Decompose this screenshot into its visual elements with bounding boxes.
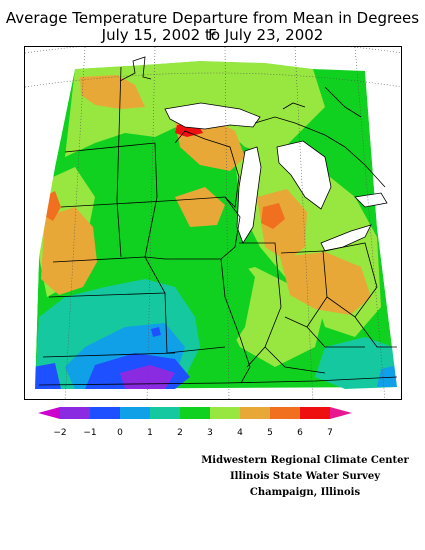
- dark-orange-spot-michigan: [261, 203, 285, 229]
- graticule: [25, 47, 401, 399]
- legend-swatch: [90, 407, 120, 419]
- legend-svg: −2 −1 0 1 2 3 4 5 6 7: [38, 407, 352, 438]
- teal-zone-east: [315, 337, 397, 389]
- outside-domain-east: [365, 71, 401, 397]
- green-core: [95, 137, 235, 257]
- outside-domain-south: [25, 391, 401, 399]
- light-blue-spot-east: [377, 365, 397, 387]
- lake-superior: [164, 102, 261, 130]
- outside-domain-west: [25, 69, 75, 399]
- legend-swatch: [240, 407, 270, 419]
- orange-central: [175, 187, 225, 227]
- legend-tick-label: 5: [267, 428, 273, 438]
- legend-arrow-right: [330, 407, 352, 419]
- map-date-range: July 15, 2002 to July 23, 2002: [101, 26, 324, 44]
- orange-north-dakota: [80, 75, 145, 109]
- legend-swatch: [300, 407, 330, 419]
- blue-spot-kansas: [151, 327, 161, 337]
- legend-tick-label: 2: [177, 428, 183, 438]
- map-canvas: [25, 47, 401, 399]
- outside-domain-north: [25, 47, 401, 73]
- legend-tick-label: 0: [117, 428, 123, 438]
- blue-spot-southwest: [33, 363, 61, 389]
- coastlines: [119, 56, 386, 188]
- legend-tick-label: 6: [297, 428, 303, 438]
- legend-tick-label: 1: [147, 428, 153, 438]
- legend-swatch: [180, 407, 210, 419]
- map-title: Average Temperature Departure from Mean …: [5, 9, 420, 44]
- legend-tick-label: 4: [237, 428, 243, 438]
- legend-swatch: [270, 407, 300, 419]
- legend-tick-label: 7: [327, 428, 333, 438]
- legend-tick-label: 3: [207, 428, 213, 438]
- state-boundaries: [38, 66, 398, 386]
- credit-location: Champaign, Illinois: [249, 487, 361, 498]
- temperature-departure-map: [24, 46, 402, 400]
- lake-huron: [276, 140, 332, 210]
- credit-survey: Illinois State Water Survey: [229, 471, 381, 482]
- legend-swatch: [210, 407, 240, 419]
- color-scale-legend: −2 −1 0 1 2 3 4 5 6 7: [38, 406, 388, 442]
- credit-center: Midwestern Regional Climate Center: [201, 455, 409, 466]
- lake-michigan: [236, 146, 262, 244]
- green-illinois: [190, 252, 255, 357]
- orange-nebraska: [41, 207, 97, 295]
- legend-swatch: [60, 407, 90, 419]
- legend-swatch: [120, 407, 150, 419]
- lake-ontario: [354, 192, 388, 208]
- legend-tick-label: −1: [83, 428, 96, 438]
- legend-arrow-left: [38, 407, 60, 419]
- legend-swatch: [150, 407, 180, 419]
- legend-tick-label: −2: [53, 428, 66, 438]
